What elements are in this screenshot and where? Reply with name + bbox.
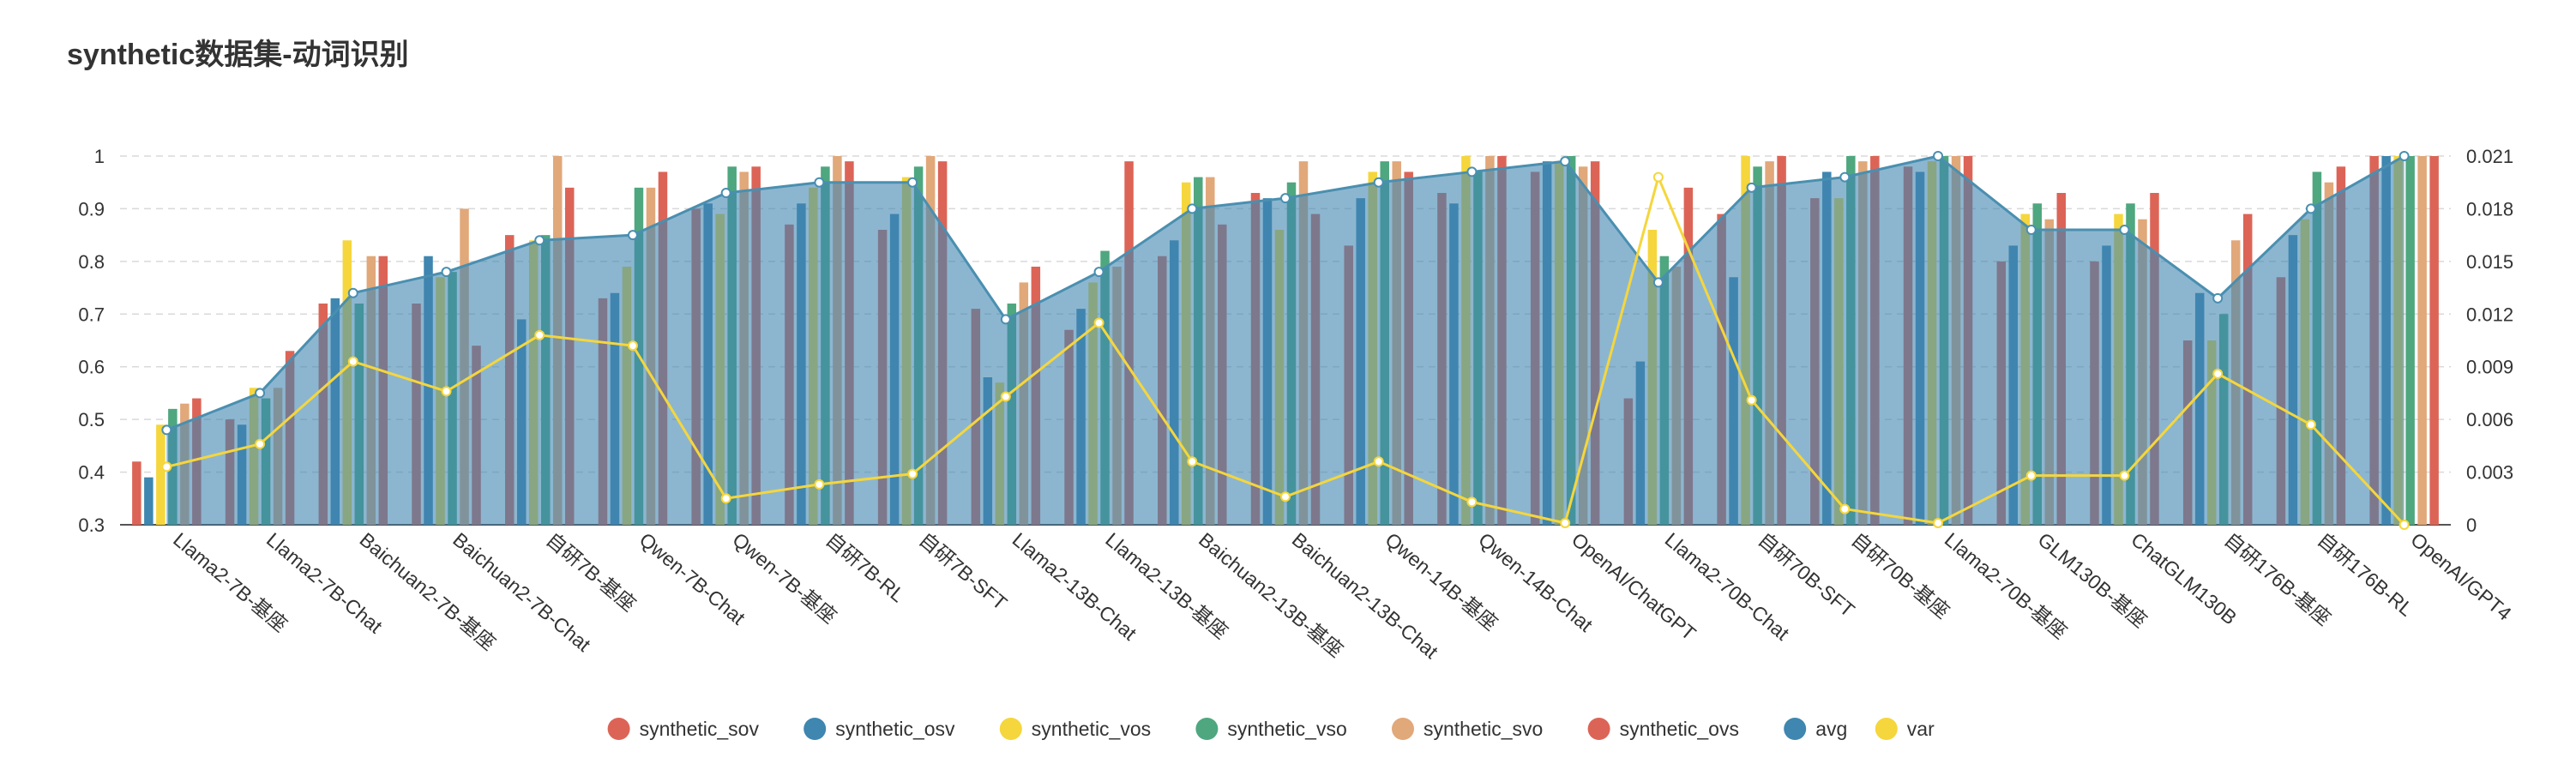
y-right-tick-label: 0	[2466, 514, 2477, 536]
bar-synthetic_ovs	[2429, 156, 2439, 525]
y-left-tick-label: 0.7	[78, 304, 105, 325]
avg-point	[1652, 277, 1664, 288]
legend-marker-synthetic_sov	[607, 718, 630, 740]
var-point	[1560, 517, 1571, 528]
var-point	[347, 356, 358, 367]
var-point	[2305, 419, 2316, 430]
avg-point	[1373, 177, 1384, 188]
avg-point	[2305, 203, 2316, 214]
var-point	[1093, 317, 1104, 328]
avg-point	[1839, 171, 1851, 183]
legend-marker-synthetic_svo	[1392, 718, 1414, 740]
avg-point	[814, 177, 825, 188]
legend-label-avg: avg	[1815, 718, 1847, 740]
legend-label-synthetic_vso: synthetic_vso	[1227, 718, 1346, 740]
avg-point	[1093, 267, 1104, 278]
x-tick-label: 自研7B-RL	[822, 528, 909, 607]
var-point	[1373, 456, 1384, 467]
var-point	[627, 340, 638, 352]
avg-point	[1746, 182, 1757, 193]
bar-synthetic_vos	[156, 424, 166, 525]
var-point	[720, 493, 731, 504]
legend-label-synthetic_sov: synthetic_sov	[640, 718, 760, 740]
var-point	[1000, 391, 1011, 402]
y-left-tick-label: 0.5	[78, 409, 105, 430]
y-right-tick-label: 0.018	[2466, 198, 2513, 220]
legend-marker-synthetic_ovs	[1587, 718, 1610, 740]
y-left-tick-label: 0.8	[78, 251, 105, 273]
avg-point	[1933, 151, 1944, 161]
var-point	[1280, 491, 1291, 502]
y-right-tick-label: 0.006	[2466, 409, 2513, 430]
legend-label-synthetic_ovs: synthetic_ovs	[1620, 718, 1739, 740]
var-point	[1187, 456, 1198, 467]
bar-synthetic_vso	[2405, 156, 2415, 525]
avg-point	[1000, 314, 1011, 325]
var-point	[2119, 470, 2130, 481]
bar-synthetic_osv	[144, 477, 153, 525]
legend-marker-synthetic_osv	[803, 718, 827, 740]
y-left-tick-label: 1	[94, 146, 105, 167]
avg-point	[161, 424, 172, 436]
y-right-tick-label: 0.009	[2466, 357, 2513, 378]
var-point	[814, 478, 825, 490]
avg-point	[2398, 151, 2410, 161]
avg-point	[441, 267, 452, 278]
avg-point	[907, 177, 918, 188]
avg-point	[534, 235, 545, 246]
legend-label-synthetic_vos: synthetic_vos	[1032, 718, 1151, 740]
legend-marker-avg	[1784, 718, 1807, 740]
var-point	[2212, 368, 2224, 379]
bar-synthetic_svo	[2417, 156, 2427, 525]
var-point	[255, 438, 266, 449]
y-left-tick-label: 0.3	[78, 514, 105, 536]
var-point	[534, 329, 545, 340]
var-point	[161, 461, 172, 472]
avg-point	[627, 230, 638, 241]
var-point	[2398, 520, 2410, 530]
var-point	[2025, 470, 2037, 481]
avg-point	[2025, 225, 2037, 235]
var-point	[907, 468, 918, 479]
x-tick-label: 自研7B-基座	[542, 528, 641, 616]
legend-label-synthetic_osv: synthetic_osv	[835, 718, 955, 740]
avg-point	[1187, 203, 1198, 214]
y-left-tick-label: 0.9	[78, 198, 105, 220]
avg-point	[720, 188, 731, 198]
y-right-tick-label: 0.003	[2466, 462, 2513, 484]
var-point	[1839, 503, 1851, 514]
avg-point	[1560, 156, 1571, 167]
y-left-tick-label: 0.4	[78, 462, 105, 484]
avg-point	[2119, 225, 2130, 235]
avg-point	[1280, 193, 1291, 204]
y-right-tick-label: 0.012	[2466, 304, 2513, 325]
legend-marker-synthetic_vos	[999, 718, 1022, 740]
var-point	[1466, 496, 1478, 508]
legend-label-var: var	[1907, 718, 1935, 740]
chart-title: synthetic数据集-动词识别	[67, 39, 409, 71]
x-tick-label: OpenAI/GPT4	[2406, 528, 2516, 625]
var-point	[1652, 171, 1664, 183]
x-tick-label: 自研70B-基座	[1847, 528, 1953, 623]
legend-marker-synthetic_vso	[1195, 718, 1219, 740]
var-point	[1746, 394, 1757, 406]
var-point	[441, 386, 452, 397]
avg-point	[2212, 292, 2224, 304]
y-right-tick-label: 0.021	[2466, 146, 2513, 167]
bar-synthetic_sov	[132, 461, 141, 525]
legend-label-synthetic_svo: synthetic_svo	[1423, 718, 1543, 740]
avg-point	[255, 388, 266, 399]
avg-area	[166, 156, 2404, 525]
legend-marker-var	[1875, 718, 1898, 740]
avg-point	[347, 287, 358, 298]
avg-point	[1466, 166, 1478, 177]
x-tick-label: 自研7B-SFT	[915, 528, 1012, 614]
y-right-tick-label: 0.015	[2466, 251, 2513, 273]
var-point	[1933, 517, 1944, 528]
y-left-tick-label: 0.6	[78, 357, 105, 378]
